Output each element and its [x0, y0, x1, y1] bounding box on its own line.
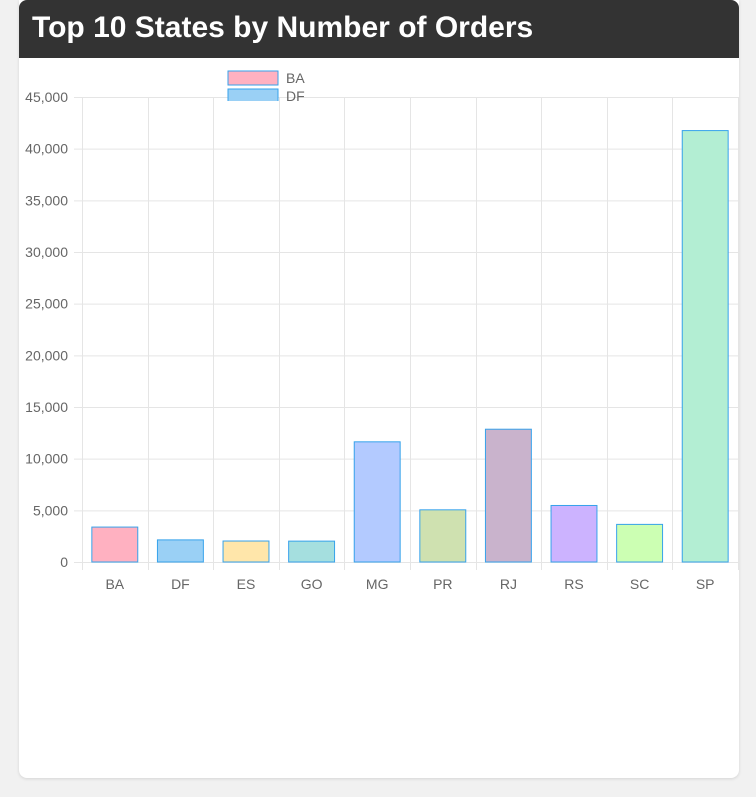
card-header: Top 10 States by Number of Orders [19, 0, 739, 58]
x-tick-label: SP [696, 576, 715, 592]
bar-rs[interactable] [550, 504, 598, 563]
y-axis-ticks: 0 5,000 10,000 15,000 20,000 25,000 30,000 35,0… [25, 89, 68, 570]
x-tick-label: DF [171, 576, 190, 592]
x-tick-label: PR [433, 576, 452, 592]
bar-sp[interactable] [681, 130, 729, 563]
bar-sc[interactable] [616, 523, 664, 563]
x-tick-label: MG [366, 576, 389, 592]
y-tick-label: 45,000 [25, 89, 68, 105]
bar-ba[interactable] [91, 526, 139, 563]
y-tick-label: 0 [60, 554, 68, 570]
grid [74, 97, 739, 570]
bar-df[interactable] [156, 539, 204, 563]
page-title: Top 10 States by Number of Orders [32, 11, 534, 44]
y-tick-label: 35,000 [25, 192, 68, 208]
y-tick-label: 15,000 [25, 399, 68, 415]
bar-mg[interactable] [353, 441, 401, 563]
x-axis-ticks: BA DF ES GO MG PR RJ RS SC SP [105, 576, 714, 592]
legend[interactable]: BA DF [227, 70, 305, 104]
legend-swatch[interactable] [227, 88, 279, 103]
x-tick-label: GO [301, 576, 323, 592]
bar-pr[interactable] [419, 509, 467, 563]
x-tick-label: BA [105, 576, 124, 592]
x-tick-label: RJ [500, 576, 517, 592]
bar-es[interactable] [222, 540, 270, 563]
bar-go[interactable] [288, 540, 336, 563]
x-tick-label: RS [564, 576, 583, 592]
chart-card: Top 10 States by Number of Orders 0 5,000… [19, 0, 739, 778]
y-tick-label: 5,000 [33, 502, 68, 518]
y-tick-label: 25,000 [25, 296, 68, 312]
legend-swatch[interactable] [227, 70, 279, 86]
y-tick-label: 30,000 [25, 244, 68, 260]
y-tick-label: 40,000 [25, 141, 68, 157]
bars [91, 130, 729, 563]
y-tick-label: 20,000 [25, 347, 68, 363]
legend-label[interactable]: DF [286, 88, 305, 104]
x-tick-label: ES [237, 576, 256, 592]
bar-chart: 0 5,000 10,000 15,000 20,000 25,000 30,000 35,0… [25, 70, 739, 592]
x-tick-label: SC [630, 576, 649, 592]
y-tick-label: 10,000 [25, 451, 68, 467]
bar-rj[interactable] [484, 428, 532, 563]
legend-label[interactable]: BA [286, 70, 305, 86]
